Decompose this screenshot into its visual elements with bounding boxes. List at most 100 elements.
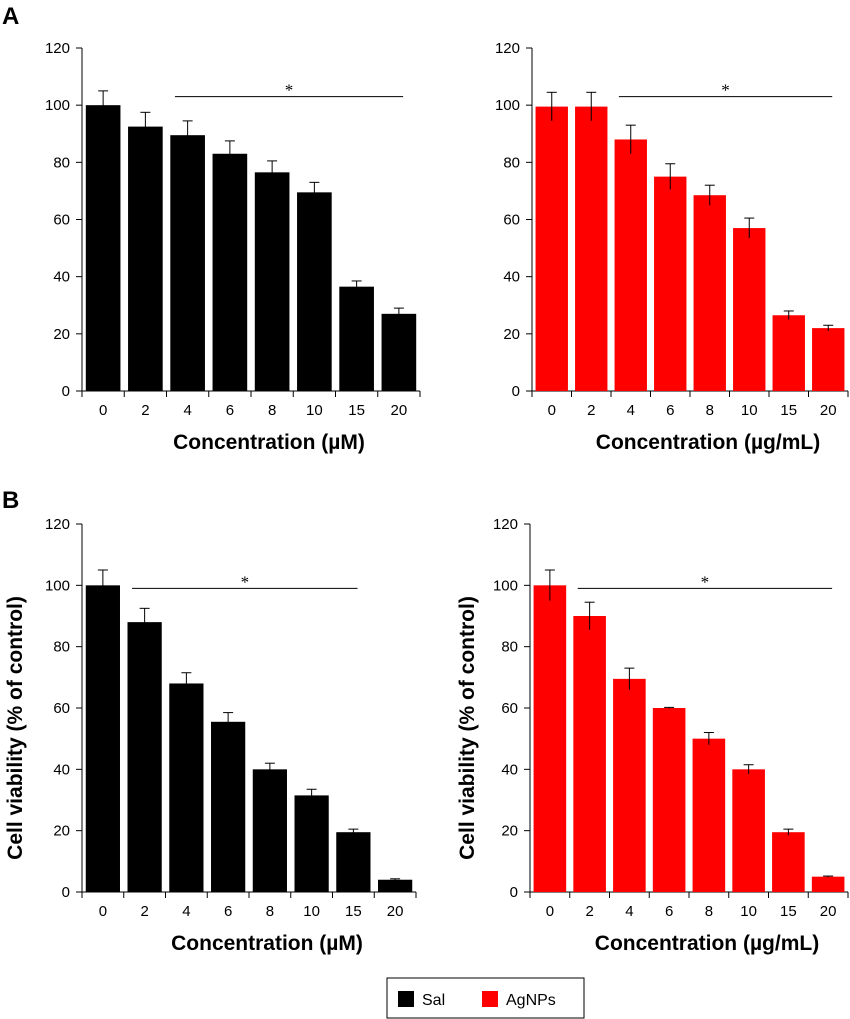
legend-label-agnps: AgNPs bbox=[506, 992, 556, 1009]
x-tick-label: 15 bbox=[780, 402, 797, 419]
significance-star: * bbox=[721, 81, 730, 100]
x-tick-label: 20 bbox=[391, 402, 408, 419]
bar bbox=[211, 721, 246, 892]
y-tick-label: 40 bbox=[53, 761, 70, 778]
bar bbox=[812, 328, 845, 391]
bar bbox=[339, 286, 374, 391]
x-tick-label: 10 bbox=[740, 903, 757, 920]
x-axis-title: Concentration (µM) bbox=[171, 932, 363, 955]
bar bbox=[535, 106, 568, 392]
bar bbox=[128, 126, 163, 392]
bar bbox=[654, 176, 687, 391]
bar bbox=[85, 585, 120, 892]
y-tick-label: 60 bbox=[53, 700, 70, 717]
x-tick-label: 2 bbox=[141, 402, 149, 419]
legend-swatch-agnps bbox=[482, 991, 498, 1007]
x-axis-title: Concentration (µg/mL) bbox=[596, 431, 820, 454]
y-tick-label: 20 bbox=[501, 823, 518, 840]
y-tick-label: 20 bbox=[503, 326, 520, 343]
significance-star: * bbox=[285, 81, 294, 100]
x-tick-label: 10 bbox=[741, 402, 758, 419]
y-tick-label: 100 bbox=[45, 577, 70, 594]
bar bbox=[575, 106, 608, 392]
bar bbox=[169, 683, 204, 892]
chart-1: 0 20 40 60 80 100 120 0 2 4 6 8 10 15 20 Concentration … bbox=[45, 40, 421, 454]
bar bbox=[772, 832, 805, 892]
bar bbox=[614, 139, 647, 391]
bar bbox=[252, 769, 287, 892]
bar bbox=[811, 876, 845, 892]
y-tick-label: 80 bbox=[503, 154, 520, 171]
bar bbox=[170, 135, 205, 391]
y-tick-label: 100 bbox=[45, 97, 70, 114]
y-tick-label: 40 bbox=[501, 761, 518, 778]
y-tick-label: 20 bbox=[53, 326, 70, 343]
legend: Sal AgNPs bbox=[386, 977, 585, 1019]
x-tick-label: 4 bbox=[625, 903, 633, 920]
x-tick-label: 4 bbox=[182, 903, 190, 920]
bar bbox=[573, 616, 606, 892]
bar bbox=[254, 172, 290, 391]
x-tick-label: 15 bbox=[345, 903, 362, 920]
y-tick-label: 60 bbox=[503, 212, 520, 229]
x-tick-label: 2 bbox=[585, 903, 593, 920]
chart-3: 0 20 40 60 80 100 120 0 2 4 6 8 10 15 20 Concentration … bbox=[4, 516, 417, 955]
bar bbox=[381, 313, 417, 391]
bar bbox=[336, 832, 371, 892]
bar bbox=[297, 192, 332, 391]
bar bbox=[732, 769, 765, 892]
x-tick-label: 2 bbox=[140, 903, 148, 920]
bar bbox=[693, 195, 726, 391]
bar bbox=[294, 795, 329, 892]
legend-swatch-sal bbox=[398, 991, 414, 1007]
x-tick-label: 8 bbox=[705, 903, 713, 920]
y-tick-label: 20 bbox=[53, 823, 70, 840]
x-tick-label: 8 bbox=[268, 402, 276, 419]
x-tick-label: 0 bbox=[99, 903, 107, 920]
y-tick-label: 100 bbox=[495, 97, 520, 114]
y-tick-label: 60 bbox=[501, 700, 518, 717]
y-tick-label: 120 bbox=[495, 40, 520, 57]
bar bbox=[733, 228, 766, 391]
y-tick-label: 120 bbox=[45, 40, 70, 57]
x-tick-label: 6 bbox=[665, 903, 673, 920]
x-tick-label: 0 bbox=[548, 402, 556, 419]
y-tick-label: 40 bbox=[53, 269, 70, 286]
y-tick-label: 0 bbox=[510, 884, 518, 901]
y-tick-label: 120 bbox=[45, 516, 70, 533]
x-tick-label: 0 bbox=[546, 903, 554, 920]
y-axis-title: Cell viability (% of control) bbox=[456, 596, 479, 860]
y-tick-label: 40 bbox=[503, 269, 520, 286]
x-tick-label: 4 bbox=[183, 402, 191, 419]
x-tick-label: 6 bbox=[666, 402, 674, 419]
y-tick-label: 120 bbox=[493, 516, 518, 533]
bar bbox=[613, 678, 646, 892]
significance-star: * bbox=[701, 572, 710, 591]
bar bbox=[533, 585, 567, 892]
y-tick-label: 0 bbox=[62, 383, 70, 400]
significance-star: * bbox=[241, 572, 250, 591]
y-tick-label: 0 bbox=[62, 884, 70, 901]
bar bbox=[692, 738, 726, 892]
x-axis-title: Concentration (µg/mL) bbox=[595, 932, 819, 955]
x-tick-label: 10 bbox=[306, 402, 323, 419]
y-tick-label: 80 bbox=[53, 639, 70, 656]
x-tick-label: 6 bbox=[226, 402, 234, 419]
y-tick-label: 80 bbox=[53, 154, 70, 171]
bar bbox=[85, 105, 121, 392]
panel-label-a: A bbox=[2, 3, 19, 30]
x-tick-label: 8 bbox=[706, 402, 714, 419]
x-tick-label: 20 bbox=[820, 903, 837, 920]
bar bbox=[378, 879, 413, 892]
y-tick-label: 0 bbox=[512, 383, 520, 400]
x-tick-label: 0 bbox=[99, 402, 107, 419]
bar bbox=[652, 708, 686, 892]
x-tick-label: 10 bbox=[303, 903, 320, 920]
bar bbox=[212, 153, 248, 391]
bar bbox=[772, 315, 805, 391]
x-tick-label: 20 bbox=[820, 402, 837, 419]
x-axis-title: Concentration (µM) bbox=[173, 431, 365, 454]
x-tick-label: 6 bbox=[224, 903, 232, 920]
